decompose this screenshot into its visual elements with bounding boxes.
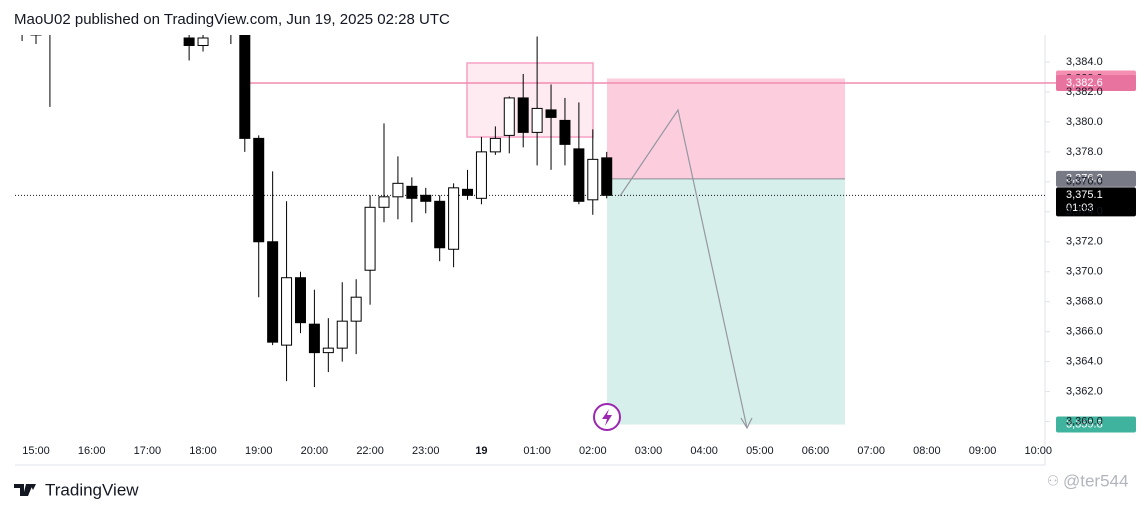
candle-up <box>322 347 334 354</box>
x-tick-label: 08:00 <box>913 445 941 457</box>
candle-down <box>573 148 585 202</box>
x-tick-label: 10:00 <box>1024 445 1052 457</box>
y-tick-label: 3,378.0 <box>1066 146 1103 158</box>
brand-logo <box>14 484 36 496</box>
x-tick-label: 19:00 <box>245 445 273 457</box>
candle-up <box>197 37 209 46</box>
y-tick-label: 3,366.0 <box>1066 326 1103 338</box>
price-label-bg <box>1056 74 1136 91</box>
y-tick-label: 3,372.0 <box>1066 236 1103 248</box>
price-label: 3,376.2 <box>1066 173 1103 185</box>
candle-down <box>294 277 306 324</box>
candle-down <box>267 241 279 343</box>
x-tick-label: 17:00 <box>134 445 162 457</box>
candle-up <box>503 97 515 136</box>
watermark-icon: ⚇ <box>1047 473 1060 489</box>
x-tick-label: 19 <box>475 445 487 457</box>
stop-zone <box>607 78 845 179</box>
arrow-head <box>740 417 753 430</box>
y-tick-label: 3,364.0 <box>1066 356 1103 368</box>
candles <box>17 28 613 388</box>
x-tick-label: 22:00 <box>356 445 384 457</box>
candle-down <box>545 109 557 118</box>
y-tick-label: 3,382.0 <box>1066 86 1103 98</box>
x-tick-label: 07:00 <box>857 445 885 457</box>
candle-down <box>420 194 432 202</box>
x-tick-label: 06:00 <box>802 445 830 457</box>
candle-down <box>239 35 251 139</box>
candle-down <box>601 157 613 196</box>
chart-title: MaoU02 published on TradingView.com, Jun… <box>14 11 450 28</box>
candle-down <box>462 188 474 196</box>
candle-down <box>406 185 418 199</box>
x-tick-label: 18:00 <box>189 445 217 457</box>
candle-up <box>475 151 487 199</box>
watermark: @ter544 <box>1063 471 1128 490</box>
forecast-arrow <box>619 108 748 429</box>
candle-down <box>30 35 42 36</box>
candle-down <box>183 37 195 46</box>
candle-up <box>587 158 599 201</box>
candle-down <box>308 323 320 354</box>
y-tick-label: 3,370.0 <box>1066 266 1103 278</box>
price-label-bg <box>1056 170 1136 187</box>
y-tick-label: 3,368.0 <box>1066 296 1103 308</box>
x-tick-label: 05:00 <box>746 445 774 457</box>
x-tick-label: 23:00 <box>412 445 440 457</box>
candle-up <box>364 206 376 271</box>
candle-down <box>226 28 236 32</box>
target-zone <box>607 178 845 425</box>
candle-up <box>350 296 362 322</box>
x-tick-label: 01:00 <box>523 445 551 457</box>
drawings <box>15 62 1045 425</box>
candle-down <box>253 137 265 243</box>
y-tick-label: 3,384.0 <box>1066 56 1103 68</box>
zone-box <box>466 62 594 138</box>
candle-up <box>392 182 404 198</box>
y-tick-label: 3,380.0 <box>1066 116 1103 128</box>
candle-down <box>17 29 27 33</box>
price-label: 3,375.1 <box>1066 189 1103 201</box>
x-tick-label: 03:00 <box>635 445 663 457</box>
price-label: 3,382.6 <box>1066 77 1103 89</box>
x-tick-label: 15:00 <box>22 445 50 457</box>
candle-up <box>281 277 293 346</box>
candle-up <box>489 137 501 153</box>
countdown: 01:03 <box>1066 202 1094 214</box>
price-label: 3,359.8 <box>1066 418 1103 430</box>
overlay: 3,382.93,382.63,376.23,375.101:033,359.8 <box>593 70 1136 433</box>
x-tick-label: 09:00 <box>969 445 997 457</box>
lightning <box>602 409 612 426</box>
brand: TradingView <box>45 480 139 499</box>
x-tick-label: 20:00 <box>301 445 329 457</box>
y-tick-label: 3,360.0 <box>1066 415 1103 427</box>
x-tick-label: 02:00 <box>579 445 607 457</box>
candle-up <box>336 320 348 349</box>
candle-down <box>434 200 446 249</box>
candle-up <box>448 187 460 250</box>
y-tick-label: 3,374.0 <box>1066 206 1103 218</box>
price-label-bg <box>1056 416 1136 433</box>
candle-up <box>378 196 390 208</box>
price-label-bg <box>1056 187 1136 217</box>
x-tick-label: 16:00 <box>78 445 106 457</box>
candle-up <box>531 107 543 133</box>
y-tick-label: 3,362.0 <box>1066 385 1103 397</box>
candle-down <box>559 119 571 145</box>
candle-down <box>517 97 529 133</box>
y-tick-label: 3,376.0 <box>1066 176 1103 188</box>
x-tick-label: 04:00 <box>690 445 718 457</box>
